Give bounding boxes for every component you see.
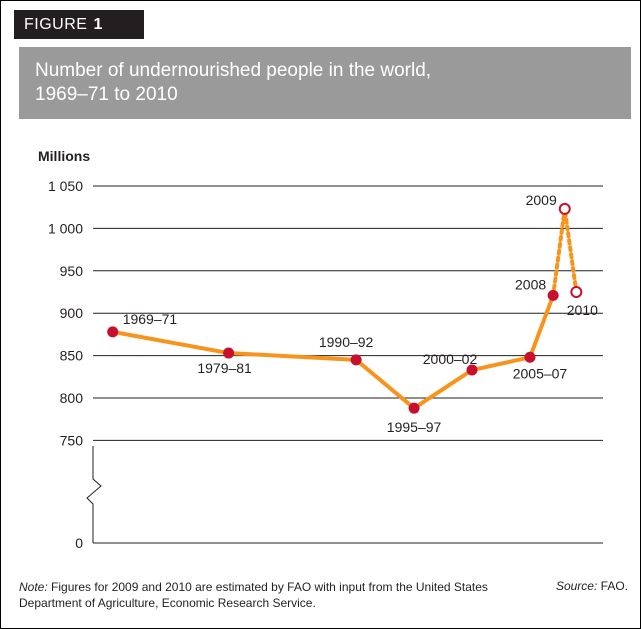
y-tick-label: 900 bbox=[60, 305, 84, 321]
data-point bbox=[466, 364, 478, 376]
chart-title-line1: Number of undernourished people in the w… bbox=[35, 60, 432, 81]
chart-title-line2: 1969–71 to 2010 bbox=[35, 84, 178, 105]
data-point bbox=[350, 354, 362, 366]
series-lines bbox=[110, 206, 579, 411]
data-point bbox=[408, 402, 420, 414]
point-labels: 1969–71 1979–81 1990–92 1995–97 2000–02 2005–… bbox=[123, 192, 598, 435]
y-tick-label: 1 000 bbox=[48, 220, 83, 236]
source-text: FAO. bbox=[597, 579, 628, 593]
data-label: 1979–81 bbox=[197, 360, 252, 376]
figure-tag: FIGURE 1 bbox=[14, 10, 144, 39]
source-prefix: Source: bbox=[555, 579, 598, 593]
y-tick-label: 1 050 bbox=[48, 178, 83, 194]
note-text: Figures for 2009 and 2010 are estimated … bbox=[19, 580, 488, 610]
y-tick-label: 750 bbox=[60, 432, 84, 448]
y-tick-label: 800 bbox=[60, 390, 84, 406]
footer-source: Source: FAO. bbox=[556, 579, 628, 593]
y-tick-labels: 1 050 1 000 950 900 850 800 750 0 bbox=[48, 178, 83, 551]
data-label: 1969–71 bbox=[123, 311, 178, 327]
title-box: Number of undernourished people in the w… bbox=[19, 47, 631, 119]
data-label: 2000–02 bbox=[423, 351, 478, 367]
footer-note: Note: Figures for 2009 and 2010 are esti… bbox=[19, 579, 519, 611]
series-line-0 bbox=[110, 293, 556, 411]
axis-break bbox=[86, 446, 102, 543]
data-label: 1990–92 bbox=[319, 334, 374, 350]
axis-break-line bbox=[86, 446, 102, 543]
data-point-estimated bbox=[558, 202, 571, 215]
y-tick-label: 0 bbox=[75, 535, 83, 551]
line-chart: 1 050 1 000 950 900 850 800 750 0 1969–71 1979–8… bbox=[48, 178, 603, 551]
data-label: 2005–07 bbox=[513, 365, 568, 381]
data-label: 2008 bbox=[515, 276, 546, 292]
data-point-estimated bbox=[570, 286, 583, 298]
data-point bbox=[223, 347, 235, 359]
data-points bbox=[107, 202, 583, 414]
data-label: 2010 bbox=[567, 302, 598, 318]
y-tick-label: 850 bbox=[60, 348, 84, 364]
data-point bbox=[107, 326, 119, 338]
y-axis-label: Millions bbox=[38, 148, 91, 164]
figure-number: 1 bbox=[93, 16, 103, 33]
series-line-1 bbox=[551, 206, 579, 298]
data-label: 2009 bbox=[526, 192, 557, 208]
chart-title: Number of undernourished people in the w… bbox=[35, 59, 615, 107]
data-label: 1995–97 bbox=[387, 419, 442, 435]
data-point bbox=[547, 289, 559, 301]
y-tick-label: 950 bbox=[60, 263, 84, 279]
gridlines bbox=[93, 185, 603, 544]
note-prefix: Note: bbox=[19, 580, 48, 594]
data-point bbox=[524, 351, 536, 363]
figure-label: FIGURE bbox=[24, 16, 88, 33]
